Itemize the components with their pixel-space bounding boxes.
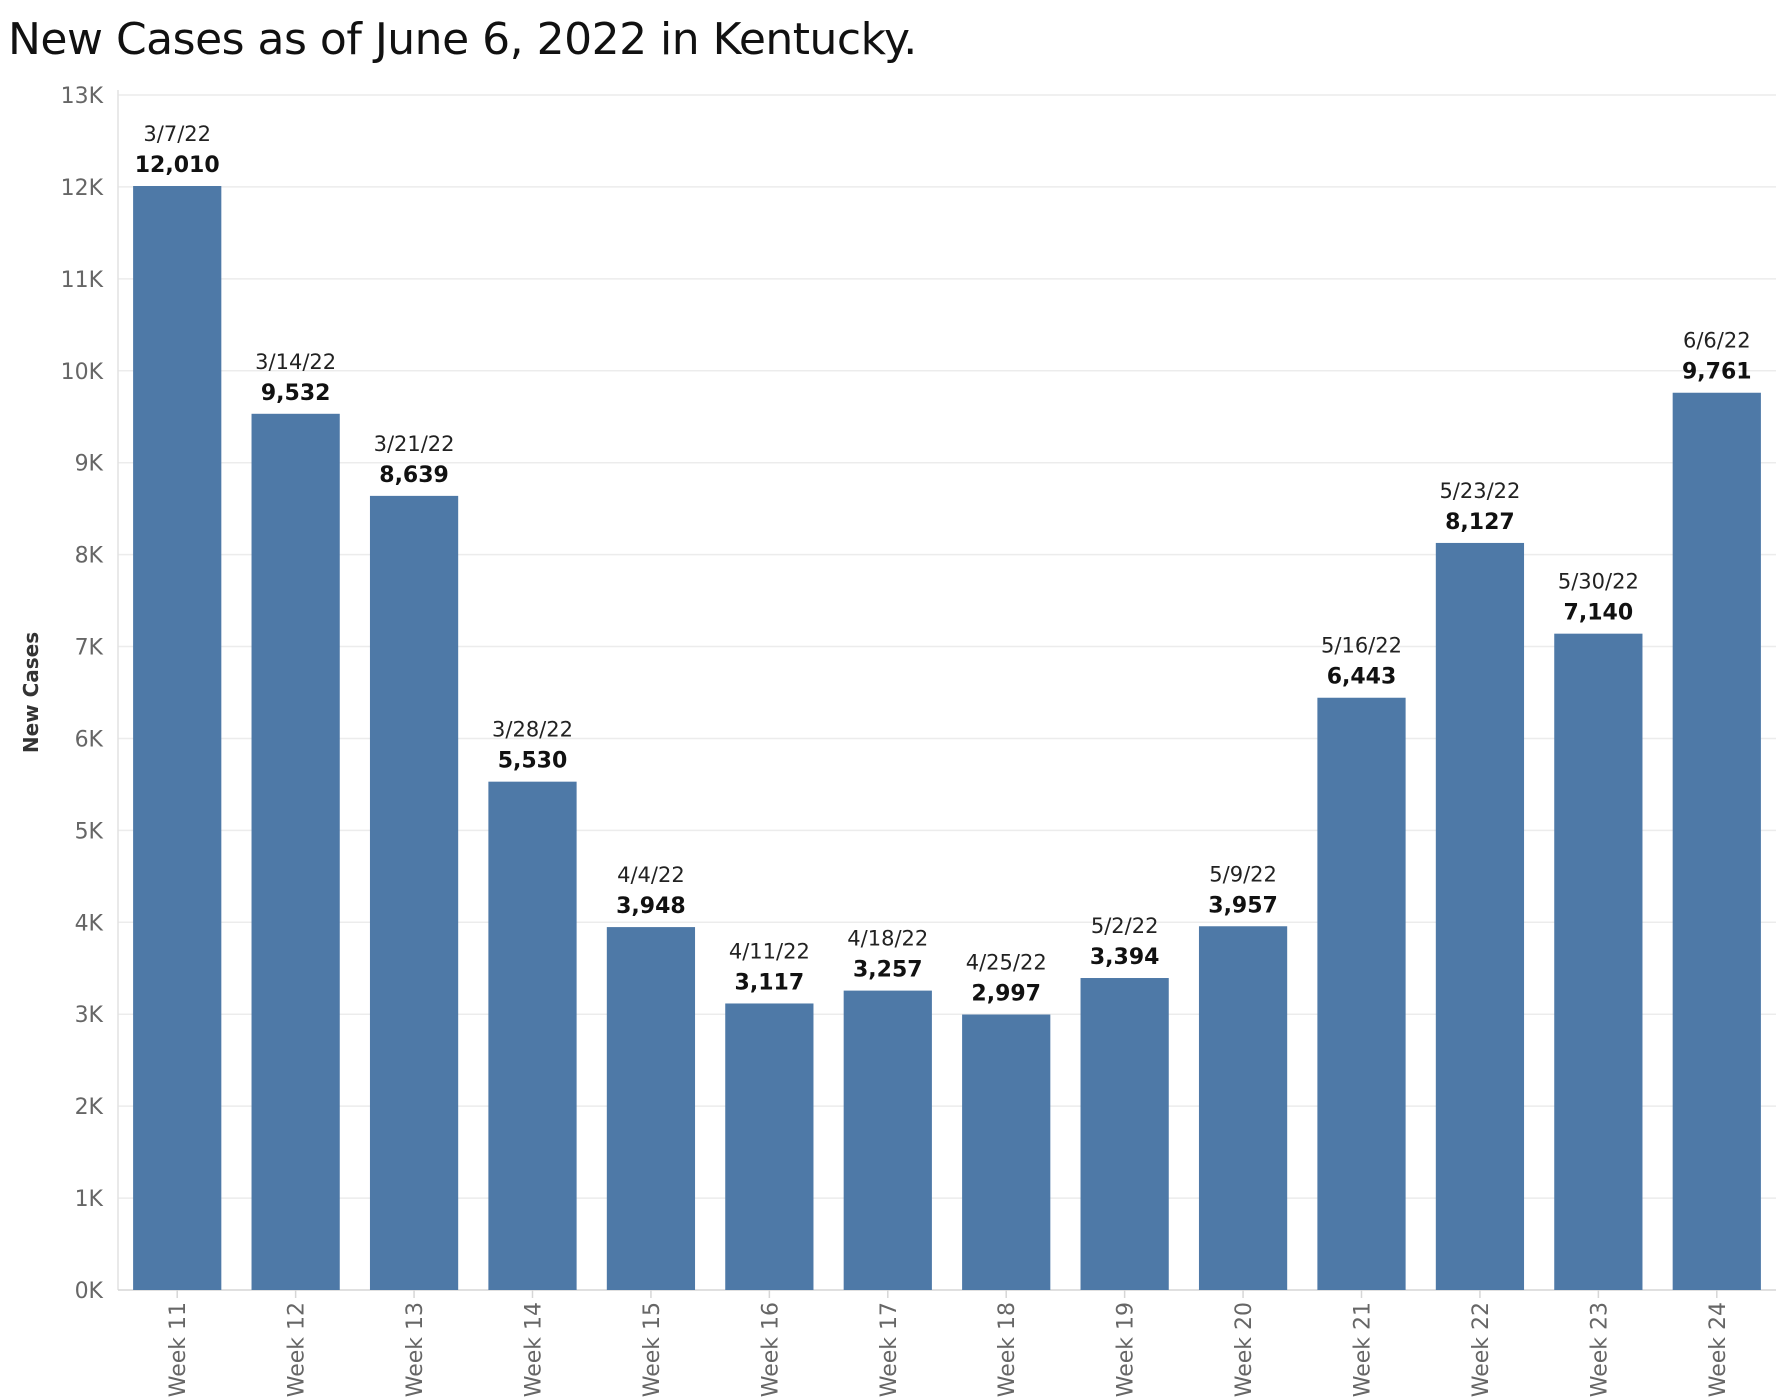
x-tick-label: Week 15 [640,1302,665,1397]
bar-value-label: 6,443 [1327,665,1397,690]
bar-date-label: 4/25/22 [966,951,1047,975]
gridlines [118,94,1776,1199]
bar-date-label: 3/7/22 [143,122,211,146]
bars [133,186,1761,1290]
bar-value-label: 2,997 [971,982,1041,1007]
x-tick-label: Week 18 [995,1302,1020,1397]
y-tick-label: 2K [75,1095,104,1120]
bar-value-label: 9,761 [1682,360,1752,385]
bar [725,1003,814,1290]
bar [1554,633,1643,1290]
x-tick-label: Week 11 [166,1302,191,1397]
bar-value-label: 5,530 [498,749,568,774]
y-tick-label: 13K [61,84,104,109]
bar-value-label: 8,127 [1445,510,1515,535]
y-tick-label: 10K [61,360,104,385]
y-tick-label: 12K [61,176,104,201]
bar [251,413,340,1290]
bar [1317,697,1406,1290]
bar-date-label: 3/21/22 [374,432,455,456]
bar-value-label: 12,010 [135,153,220,178]
bar [1672,392,1761,1290]
bar-date-label: 5/30/22 [1558,570,1639,594]
bar-value-label: 3,117 [735,970,805,995]
bar-value-label: 3,394 [1090,945,1160,970]
bar-labels: 12,010 3/7/22 9,532 3/14/22 8,639 3/21/22 5,53… [135,122,1752,1007]
x-tick-label: Week 21 [1351,1302,1376,1397]
bar-value-label: 3,257 [853,958,923,983]
bar-date-label: 3/14/22 [255,350,336,374]
bar-date-label: 4/4/22 [617,863,685,887]
y-tick-label: 1K [75,1187,104,1212]
y-tick-label: 3K [75,1003,104,1028]
x-tick-label: Week 23 [1587,1302,1612,1397]
bar-value-label: 8,639 [379,463,449,488]
bar-value-label: 9,532 [261,381,331,406]
x-axis-ticks: Week 11 Week 12 Week 13 Week 14 Week 15 Week … [166,1290,1731,1397]
x-tick-label: Week 13 [403,1302,428,1397]
bar-value-label: 7,140 [1564,601,1634,626]
bar-date-label: 5/9/22 [1209,862,1277,886]
y-axis-ticks: 0K 1K 2K 3K 4K 5K 6K 7K 8K 9K 10K 11K 12K 13K [61,84,104,1304]
y-tick-label: 5K [75,819,104,844]
bar [962,1014,1051,1290]
y-tick-label: 7K [75,636,104,661]
bar [369,495,459,1290]
y-axis-title: New Cases [19,632,43,753]
bar-date-label: 4/18/22 [847,927,928,951]
x-tick-label: Week 24 [1706,1302,1731,1397]
y-tick-label: 0K [75,1279,104,1304]
y-tick-label: 11K [61,268,104,293]
x-tick-label: Week 12 [285,1302,310,1397]
bar-date-label: 5/16/22 [1321,634,1402,658]
bar [133,186,222,1290]
bar-value-label: 3,957 [1208,893,1278,918]
x-tick-label: Week 16 [758,1302,783,1397]
y-tick-label: 8K [75,544,104,569]
x-tick-label: Week 20 [1232,1302,1257,1397]
bar-date-label: 3/28/22 [492,718,573,742]
y-tick-label: 6K [75,727,104,752]
bar [843,990,932,1290]
bar [606,927,696,1290]
bar [1080,978,1169,1290]
x-tick-label: Week 17 [877,1302,902,1397]
y-tick-label: 9K [75,452,104,477]
bar-date-label: 6/6/22 [1683,329,1751,353]
bar-date-label: 5/23/22 [1439,479,1520,503]
bar-date-label: 4/11/22 [729,939,810,963]
bar-value-label: 3,948 [616,894,686,919]
chart-title: New Cases as of June 6, 2022 in Kentucky… [8,14,917,65]
bar [1435,542,1525,1290]
x-tick-label: Week 22 [1469,1302,1494,1397]
y-tick-label: 4K [75,911,104,936]
bar [1198,926,1288,1290]
x-tick-label: Week 19 [1114,1302,1139,1397]
x-tick-label: Week 14 [522,1302,547,1397]
bar [488,781,577,1290]
bar-date-label: 5/2/22 [1091,914,1159,938]
axes [117,90,1776,1291]
